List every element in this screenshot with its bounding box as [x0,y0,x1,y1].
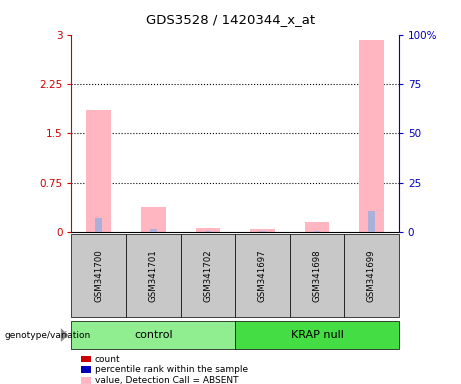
Text: GSM341697: GSM341697 [258,249,267,302]
Text: value, Detection Call = ABSENT: value, Detection Call = ABSENT [95,376,238,384]
Bar [95,218,102,232]
Bar [305,222,329,232]
Text: GSM341699: GSM341699 [367,249,376,302]
Text: percentile rank within the sample: percentile rank within the sample [95,365,248,374]
Text: KRAP null: KRAP null [290,330,343,340]
Text: GSM341701: GSM341701 [149,249,158,302]
Text: GSM341698: GSM341698 [313,249,321,302]
Bar [141,207,165,232]
Text: genotype/variation: genotype/variation [5,331,91,339]
Bar [368,210,375,232]
Bar [359,40,384,232]
Text: GSM341702: GSM341702 [203,249,213,302]
Bar [205,231,211,232]
Text: GSM341700: GSM341700 [94,249,103,302]
Text: count: count [95,354,120,364]
Bar [259,231,266,232]
Bar [313,231,320,232]
Bar [87,110,111,232]
Text: control: control [134,330,172,340]
Bar [250,229,275,232]
Bar [150,229,157,232]
Text: GDS3528 / 1420344_x_at: GDS3528 / 1420344_x_at [146,13,315,26]
Bar [195,228,220,232]
